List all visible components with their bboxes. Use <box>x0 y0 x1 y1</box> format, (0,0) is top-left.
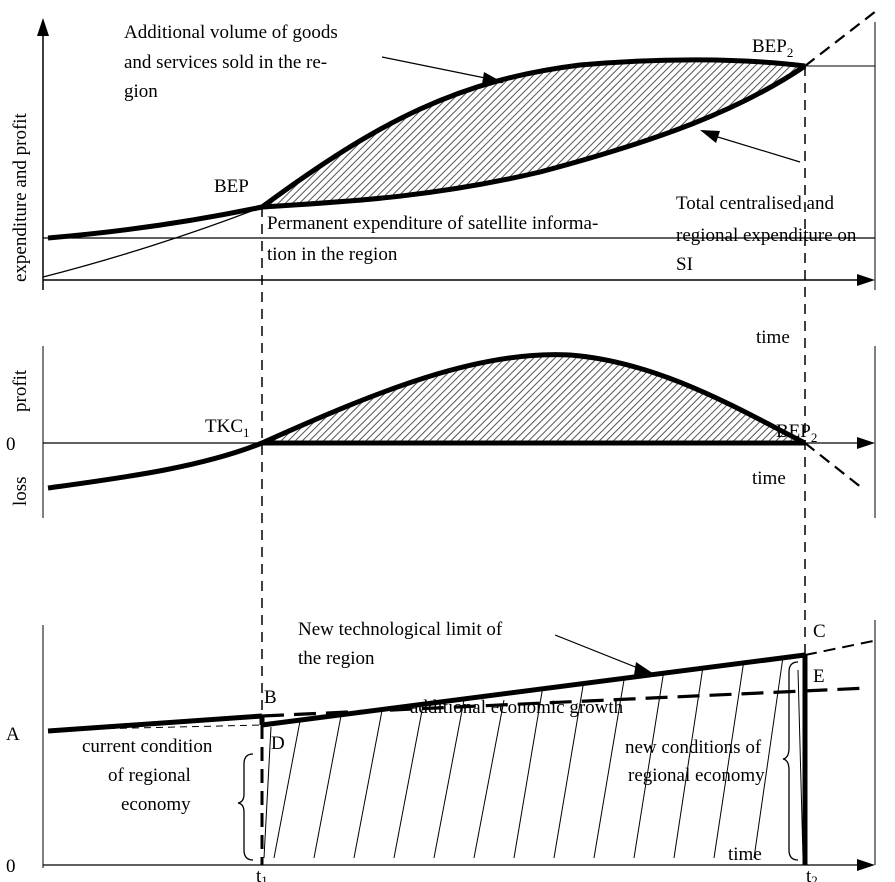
d-to-t1-thin <box>263 726 272 859</box>
total-expenditure-arrowhead <box>700 130 720 143</box>
zero-label-bottom: 0 <box>6 856 16 877</box>
x-axis-1-label: time <box>756 327 790 348</box>
a-label: A <box>6 724 20 745</box>
revenue-extension <box>804 7 881 67</box>
x-axis-2-label: time <box>752 468 786 489</box>
b-label: B <box>264 687 277 708</box>
tech-limit-arrowhead <box>634 662 657 676</box>
total-expenditure-curve-bold <box>261 63 807 210</box>
panel-3: A 0 B C D E New technological limit of t… <box>6 619 879 882</box>
permanent-expenditure-label: Permanent expenditure of satellite infor… <box>267 213 603 265</box>
additional-volume-arrowhead <box>482 72 504 84</box>
total-expenditure-label: Total centralised and regional expenditu… <box>676 193 861 275</box>
t2-label: t2 <box>806 866 818 882</box>
new-tech-limit-line <box>261 652 806 728</box>
new-tech-limit-extension <box>804 639 879 656</box>
c-to-t2-thin <box>797 669 804 859</box>
profit-label: profit <box>10 369 31 412</box>
tkc-label: TKC1 <box>205 416 250 440</box>
current-condition-label: current condition of regional economy <box>82 736 217 815</box>
additional-volume-pointer <box>381 56 496 81</box>
x-axis-2-arrow <box>857 437 875 449</box>
current-path-bold <box>47 713 263 734</box>
total-expenditure-pointer <box>707 133 801 163</box>
y-axis-1-label: expenditure and profit <box>10 112 31 282</box>
loss-label: loss <box>10 476 31 506</box>
t1-label: t1 <box>256 866 268 882</box>
new-condition-label: new conditions of regional economy <box>625 737 766 786</box>
panel-1: expenditure and profit time BEP BEP2 Add… <box>10 7 881 348</box>
e-label: E <box>813 666 825 687</box>
current-condition-brace <box>237 753 254 861</box>
panel-2: profit loss 0 TKC1 BEP2 time <box>6 346 876 518</box>
growth-label: additional economic growth <box>410 697 624 718</box>
d-label: D <box>271 733 285 754</box>
x-axis-3-label: time <box>728 844 762 865</box>
tech-limit-pointer <box>554 634 649 673</box>
revenue-curve <box>47 57 806 241</box>
c-label: C <box>813 621 826 642</box>
bep-label: BEP <box>214 176 249 197</box>
growth-hatching <box>273 655 785 858</box>
tech-limit-label: New technological limit of the region <box>298 619 507 669</box>
new-condition-brace <box>782 661 799 861</box>
additional-volume-label: Additional volume of goods and services … <box>124 22 342 102</box>
bep2-label-middle: BEP2 <box>776 421 817 445</box>
shaded-profit-area-top <box>262 59 805 207</box>
x-axis-3-arrow <box>857 859 875 871</box>
shaded-profit-area-middle <box>262 354 805 443</box>
x-axis-1-arrow <box>857 274 875 286</box>
profit-curve <box>47 352 807 491</box>
bep2-label-top: BEP2 <box>752 36 793 60</box>
zero-label-middle: 0 <box>6 434 16 455</box>
profit-curve-extension <box>804 442 863 489</box>
y-axis-1-arrow <box>37 18 49 36</box>
